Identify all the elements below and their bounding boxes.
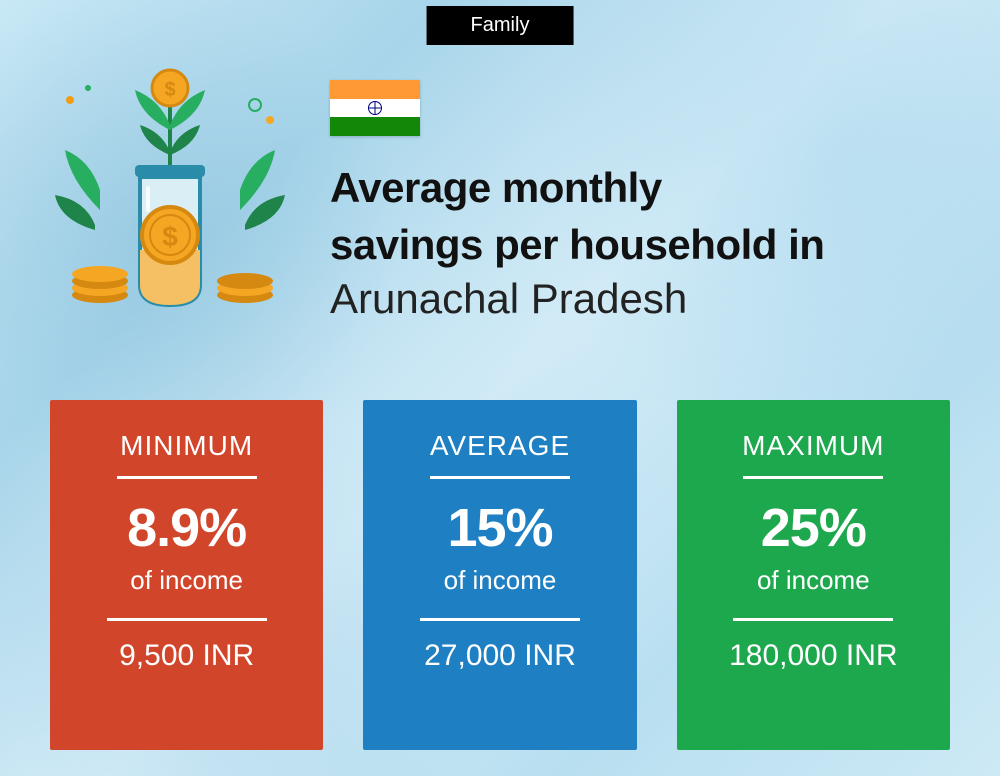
title-block: Average monthly savings per household in… [330,160,960,323]
card-percent: 25% [761,497,866,559]
stat-card-minimum: MINIMUM 8.9% of income 9,500 INR [50,400,323,750]
card-sublabel: of income [444,565,557,596]
divider-icon [107,618,267,621]
card-sublabel: of income [130,565,243,596]
card-amount: 27,000 INR [424,639,576,673]
card-percent: 8.9% [127,497,246,559]
card-label: MINIMUM [120,430,253,462]
title-line-2: savings per household in [330,217,960,274]
stat-card-average: AVERAGE 15% of income 27,000 INR [363,400,636,750]
stat-card-maximum: MAXIMUM 25% of income 180,000 INR [677,400,950,750]
card-amount: 9,500 INR [119,639,254,673]
divider-icon [420,618,580,621]
category-tag: Family [427,6,574,45]
svg-text:$: $ [162,221,178,252]
card-percent: 15% [447,497,552,559]
divider-icon [743,476,883,479]
india-flag-icon [330,80,420,136]
card-label: AVERAGE [430,430,570,462]
divider-icon [430,476,570,479]
card-label: MAXIMUM [742,430,884,462]
svg-text:$: $ [164,79,175,101]
divider-icon [733,618,893,621]
card-sublabel: of income [757,565,870,596]
savings-jar-illustration: $ $ [40,60,300,320]
card-amount: 180,000 INR [729,639,897,673]
divider-icon [117,476,257,479]
title-line-1: Average monthly [330,160,960,217]
title-region: Arunachal Pradesh [330,275,960,323]
stat-cards-row: MINIMUM 8.9% of income 9,500 INR AVERAGE… [50,400,950,750]
